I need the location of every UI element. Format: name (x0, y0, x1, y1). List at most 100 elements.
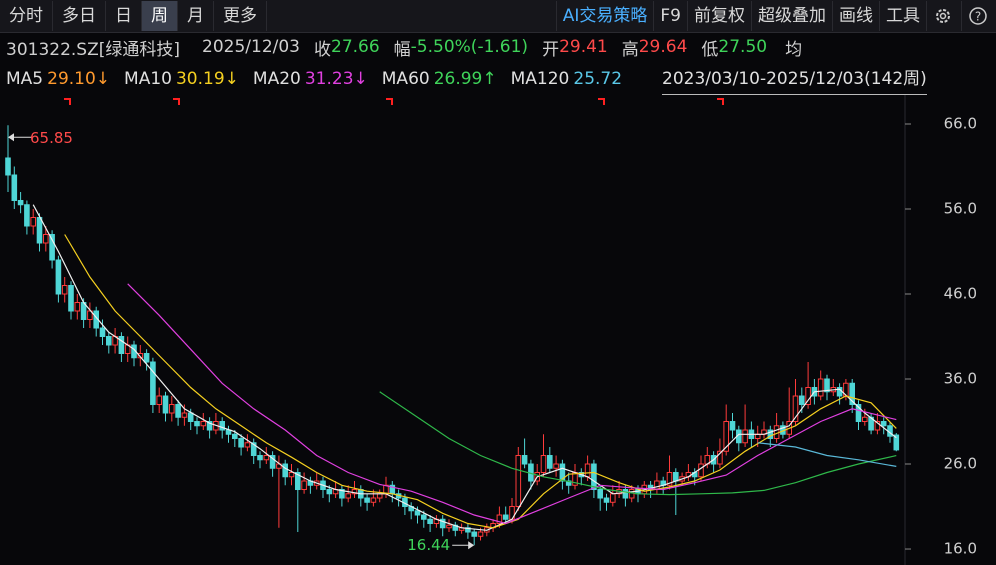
candle-body (238, 438, 244, 448)
candle-body (30, 216, 36, 227)
candle-body (773, 425, 780, 440)
candle-body (446, 524, 452, 529)
ma-name: MA120 (510, 69, 570, 89)
marker (717, 98, 724, 105)
candle-body (849, 382, 856, 406)
candle-body (206, 421, 213, 431)
candle-body (156, 395, 162, 406)
period-tab[interactable]: 更多 (214, 1, 267, 31)
candle-body (603, 497, 610, 503)
date: 2025/12/03 (202, 37, 300, 57)
candle-body (263, 455, 270, 461)
toolbar: 分时 多日日周月更多 AI交易策略 F9 前复权 超级叠加 画线 工具? (0, 0, 996, 33)
candle-body (584, 463, 591, 478)
candle-body (855, 404, 862, 423)
stock-code: 301322.SZ[绿通科技] (6, 39, 181, 60)
candle-body (49, 233, 55, 261)
ma-value: 26.99↑ (433, 69, 497, 89)
y-tick-label: 56.0 (944, 199, 977, 217)
candle-body (376, 493, 383, 499)
candle-body (496, 514, 503, 525)
quote-info: 301322.SZ[绿通科技] 2025/12/03 收 27.66 幅 -5.… (0, 33, 996, 61)
candle-body (862, 416, 868, 423)
candle-body (17, 199, 24, 206)
period-tab[interactable]: 周 (142, 1, 178, 31)
change: -5.50%(-1.61) (410, 37, 529, 57)
candle-body (99, 327, 106, 338)
help-icon[interactable]: ? (961, 1, 996, 31)
candle-body (169, 404, 175, 414)
candle-body (68, 284, 74, 312)
date-range: 2023/03/10-2025/12/03(142周) (662, 64, 927, 95)
candle-body (232, 433, 238, 440)
ma-value: 29.10↓ (47, 69, 111, 89)
candle-body (540, 455, 547, 474)
ma-line (64, 234, 897, 529)
candle-body (414, 510, 421, 516)
candle-body (521, 455, 528, 465)
ma-name: MA5 (6, 69, 44, 89)
min-arrow-head (468, 541, 475, 550)
candle-body (200, 421, 207, 427)
y-tick-label: 26.0 (944, 455, 977, 473)
period-tab[interactable]: 多日 (53, 1, 106, 31)
ma-line (127, 283, 897, 525)
ma-name: MA10 (124, 69, 172, 89)
label: 收 (314, 39, 331, 60)
candle-body (515, 455, 522, 508)
ma-legend: MA5 29.10↓ MA10 30.19↓ MA20 31.23↓ MA60 26.99↑ M… (0, 64, 996, 94)
tool-button[interactable]: 超级叠加 (751, 1, 832, 31)
low: 27.50 (718, 37, 768, 57)
candle-body (351, 489, 358, 495)
candle-body (187, 412, 194, 423)
marker (64, 98, 71, 105)
candle-body (282, 463, 288, 478)
candle-body (137, 353, 144, 359)
tool-button[interactable]: F9 (653, 1, 687, 31)
candle-body (370, 497, 377, 503)
max-label: 65.85 (30, 129, 73, 147)
candle-body (364, 497, 370, 503)
candle-body (547, 455, 553, 469)
period-tab[interactable]: 分时 (0, 1, 53, 31)
candle-body (345, 493, 351, 499)
candle-body (597, 489, 604, 499)
label: 幅 (393, 39, 411, 60)
candle-body (439, 518, 446, 529)
candle-body (301, 480, 307, 491)
ma-line (379, 391, 897, 496)
candle-body (143, 353, 150, 363)
ma-name: MA60 (381, 69, 430, 89)
period-tab[interactable]: 日 (106, 1, 142, 31)
settings-icon[interactable] (926, 1, 961, 31)
candle-body (43, 233, 49, 244)
tool-button[interactable]: 画线 (832, 1, 879, 31)
candle-body (792, 395, 799, 423)
candle-body (106, 336, 112, 346)
label: 开 (542, 39, 560, 60)
candle-body (175, 404, 181, 418)
candle-body (74, 302, 81, 312)
candle-body (824, 378, 830, 393)
candle-body (767, 429, 774, 440)
tool-button[interactable]: 前复权 (687, 1, 751, 31)
ma-name: MA20 (252, 69, 301, 89)
y-tick-label: 16.0 (944, 540, 977, 558)
candle-body (502, 514, 509, 520)
candle-body (559, 463, 566, 482)
tool-button[interactable]: 工具 (879, 1, 926, 31)
close: 27.66 (331, 37, 380, 57)
candle-body (717, 450, 723, 465)
candle-body (5, 157, 11, 176)
candle-body (427, 518, 433, 525)
candle-body (817, 378, 824, 397)
marker (386, 98, 393, 105)
period-tab[interactable]: 月 (178, 1, 214, 31)
y-tick-label: 46.0 (944, 284, 977, 302)
candle-body (339, 489, 345, 499)
tool-button[interactable]: AI交易策略 (555, 1, 654, 31)
y-tick-label: 66.0 (944, 114, 977, 132)
min-label: 16.44 (407, 536, 450, 554)
candle-body (880, 421, 887, 427)
